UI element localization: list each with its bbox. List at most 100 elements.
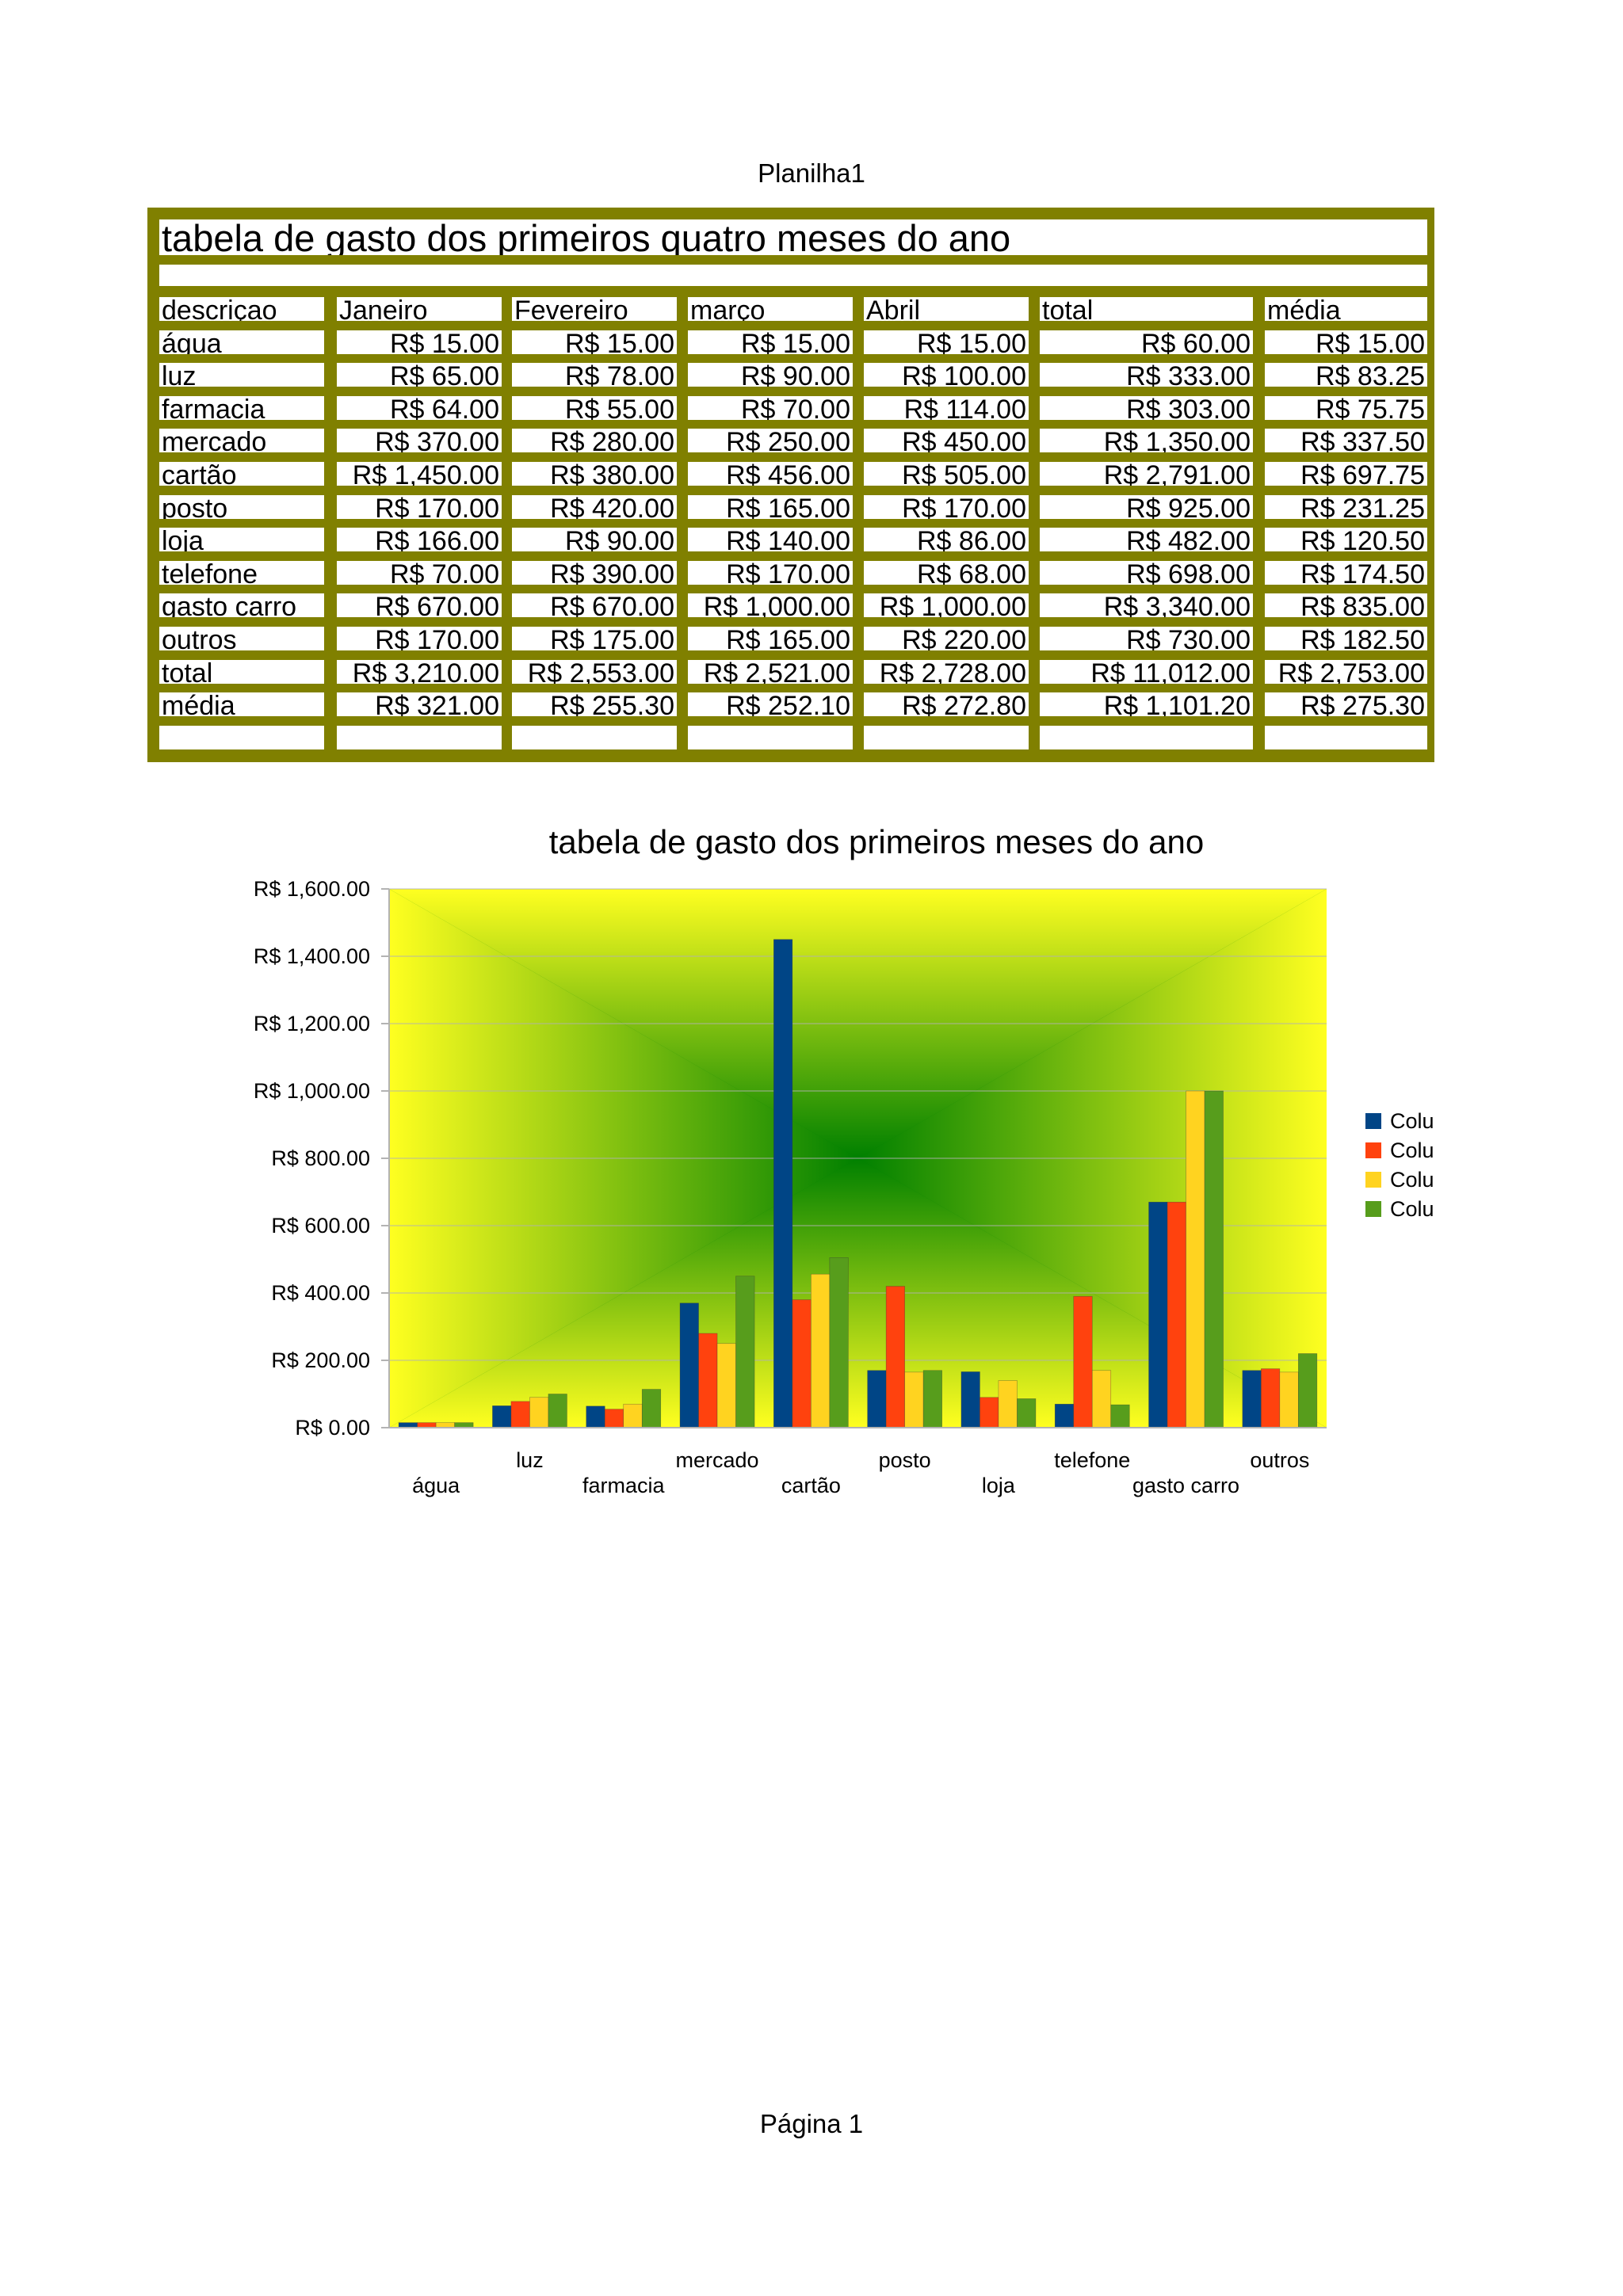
bar bbox=[586, 1405, 605, 1428]
empty-cell bbox=[159, 726, 324, 749]
bar bbox=[867, 1370, 887, 1428]
x-tick-label: posto bbox=[879, 1448, 931, 1472]
value-cell: R$ 100.00 bbox=[864, 363, 1029, 387]
value-cell: R$ 165.00 bbox=[688, 627, 853, 650]
bars-group bbox=[398, 939, 1318, 1428]
value-cell: R$ 231.25 bbox=[1265, 495, 1427, 519]
spreadsheet-table: tabela de gasto dos primeiros quatro mes… bbox=[147, 208, 1434, 762]
value-cell: R$ 1,101.20 bbox=[1040, 692, 1253, 716]
value-cell: R$ 2,728.00 bbox=[864, 660, 1029, 684]
legend-label: Colu bbox=[1390, 1138, 1434, 1162]
blank-row bbox=[159, 265, 1427, 286]
value-cell: R$ 456.00 bbox=[688, 462, 853, 486]
row-label-cell: outros bbox=[159, 627, 324, 650]
empty-cell bbox=[337, 726, 502, 749]
bar bbox=[623, 1403, 643, 1428]
row-label-cell: farmacia bbox=[159, 396, 324, 420]
page-footer: Página 1 bbox=[759, 2109, 864, 2138]
bar bbox=[1054, 1403, 1075, 1428]
value-cell: R$ 1,000.00 bbox=[864, 593, 1029, 617]
bar bbox=[548, 1394, 567, 1428]
empty-cell bbox=[1265, 726, 1427, 749]
x-tick-label: farmacia bbox=[582, 1474, 666, 1497]
bar bbox=[998, 1380, 1018, 1428]
bar bbox=[811, 1273, 831, 1428]
bar bbox=[1110, 1404, 1130, 1428]
empty-cell bbox=[512, 726, 677, 749]
row-label-cell: total bbox=[159, 660, 324, 684]
bar bbox=[1073, 1295, 1093, 1428]
x-tick-label: luz bbox=[516, 1448, 544, 1472]
legend-swatch bbox=[1365, 1201, 1381, 1217]
value-cell: R$ 250.00 bbox=[688, 429, 853, 452]
header-cell: média bbox=[1265, 297, 1427, 321]
row-label-cell: telefone bbox=[159, 561, 324, 585]
value-cell: R$ 15.00 bbox=[1265, 330, 1427, 354]
bar bbox=[980, 1397, 999, 1428]
value-cell: R$ 370.00 bbox=[337, 429, 502, 452]
x-axis: água luz farmacia mercado cartão posto loja tel… bbox=[389, 1427, 1327, 1497]
value-cell: R$ 55.00 bbox=[512, 396, 677, 420]
bar bbox=[698, 1333, 718, 1428]
value-cell: R$ 730.00 bbox=[1040, 627, 1253, 650]
bar bbox=[885, 1286, 905, 1428]
row-label-cell: mercado bbox=[159, 429, 324, 452]
empty-cell bbox=[1040, 726, 1253, 749]
legend-swatch bbox=[1365, 1172, 1381, 1188]
value-cell: R$ 697.75 bbox=[1265, 462, 1427, 486]
value-cell: R$ 64.00 bbox=[337, 396, 502, 420]
value-cell: R$ 140.00 bbox=[688, 528, 853, 551]
value-cell: R$ 2,521.00 bbox=[688, 660, 853, 684]
value-cell: R$ 835.00 bbox=[1265, 593, 1427, 617]
value-cell: R$ 698.00 bbox=[1040, 561, 1253, 585]
y-tick-label: R$ 1,200.00 bbox=[254, 1012, 370, 1035]
value-cell: R$ 450.00 bbox=[864, 429, 1029, 452]
value-cell: R$ 1,450.00 bbox=[337, 462, 502, 486]
value-cell: R$ 174.50 bbox=[1265, 561, 1427, 585]
table-title: tabela de gasto dos primeiros quatro mes… bbox=[159, 219, 1427, 255]
row-label-cell: média bbox=[159, 692, 324, 716]
value-cell: R$ 170.00 bbox=[337, 495, 502, 519]
y-tick-label: R$ 200.00 bbox=[271, 1348, 370, 1372]
empty-cell bbox=[688, 726, 853, 749]
bar bbox=[1298, 1353, 1318, 1428]
x-tick-label: cartão bbox=[781, 1474, 841, 1497]
bar bbox=[735, 1276, 755, 1428]
value-cell: R$ 252.10 bbox=[688, 692, 853, 716]
value-cell: R$ 60.00 bbox=[1040, 330, 1253, 354]
x-tick-label: loja bbox=[982, 1474, 1016, 1497]
value-cell: R$ 2,791.00 bbox=[1040, 462, 1253, 486]
bar bbox=[716, 1343, 736, 1428]
y-tick-label: R$ 1,000.00 bbox=[254, 1079, 370, 1103]
bar bbox=[829, 1257, 849, 1428]
x-tick-label: telefone bbox=[1054, 1448, 1130, 1472]
value-cell: R$ 420.00 bbox=[512, 495, 677, 519]
header-cell: março bbox=[688, 297, 853, 321]
value-cell: R$ 303.00 bbox=[1040, 396, 1253, 420]
value-cell: R$ 255.30 bbox=[512, 692, 677, 716]
bar bbox=[1186, 1090, 1205, 1428]
bar bbox=[1242, 1370, 1262, 1428]
value-cell: R$ 170.00 bbox=[337, 627, 502, 650]
x-tick-label: água bbox=[412, 1474, 460, 1497]
value-cell: R$ 2,553.00 bbox=[512, 660, 677, 684]
value-cell: R$ 321.00 bbox=[337, 692, 502, 716]
value-cell: R$ 86.00 bbox=[864, 528, 1029, 551]
value-cell: R$ 65.00 bbox=[337, 363, 502, 387]
value-cell: R$ 925.00 bbox=[1040, 495, 1253, 519]
value-cell: R$ 337.50 bbox=[1265, 429, 1427, 452]
legend-label: Colu bbox=[1390, 1197, 1434, 1221]
y-axis: R$ 0.00 R$ 200.00 R$ 400.00 R$ 600.00 R$ 800… bbox=[254, 877, 390, 1440]
header-cell: descriçao bbox=[159, 297, 324, 321]
value-cell: R$ 3,340.00 bbox=[1040, 593, 1253, 617]
value-cell: R$ 83.25 bbox=[1265, 363, 1427, 387]
value-cell: R$ 272.80 bbox=[864, 692, 1029, 716]
value-cell: R$ 166.00 bbox=[337, 528, 502, 551]
bar bbox=[773, 939, 793, 1428]
row-label-cell: posto bbox=[159, 495, 324, 519]
value-cell: R$ 170.00 bbox=[688, 561, 853, 585]
chart-title: tabela de gasto dos primeiros meses do a… bbox=[549, 823, 1205, 860]
value-cell: R$ 175.00 bbox=[512, 627, 677, 650]
value-cell: R$ 70.00 bbox=[337, 561, 502, 585]
value-cell: R$ 15.00 bbox=[512, 330, 677, 354]
